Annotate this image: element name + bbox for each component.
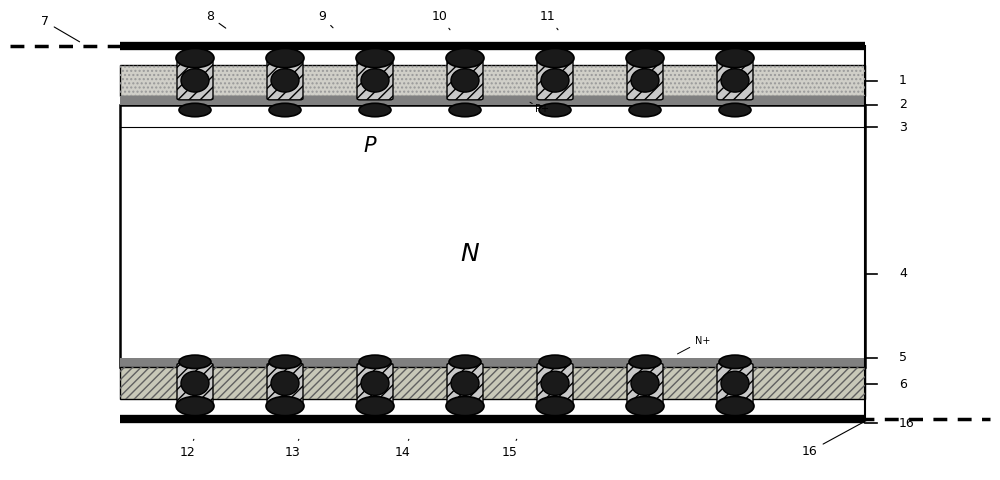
- Ellipse shape: [181, 69, 209, 92]
- Text: 11: 11: [540, 10, 558, 30]
- Bar: [120, 367, 865, 399]
- Ellipse shape: [451, 69, 479, 92]
- Ellipse shape: [719, 355, 751, 369]
- Ellipse shape: [716, 396, 754, 416]
- Text: 6: 6: [899, 377, 907, 391]
- Text: 16: 16: [899, 417, 915, 430]
- Bar: [120, 65, 865, 96]
- Ellipse shape: [631, 69, 659, 92]
- Ellipse shape: [179, 355, 211, 369]
- Text: 2: 2: [899, 98, 907, 111]
- Ellipse shape: [271, 69, 299, 92]
- Ellipse shape: [629, 103, 661, 117]
- Ellipse shape: [626, 48, 664, 68]
- FancyBboxPatch shape: [357, 61, 393, 100]
- Text: 5: 5: [899, 351, 907, 364]
- FancyBboxPatch shape: [537, 61, 573, 100]
- Ellipse shape: [266, 48, 304, 68]
- Bar: [120, 358, 865, 367]
- Ellipse shape: [359, 103, 391, 117]
- Ellipse shape: [541, 69, 569, 92]
- Ellipse shape: [361, 69, 389, 92]
- FancyBboxPatch shape: [267, 363, 303, 403]
- FancyBboxPatch shape: [627, 363, 663, 403]
- Text: 15: 15: [502, 439, 518, 459]
- Ellipse shape: [716, 48, 754, 68]
- Ellipse shape: [451, 371, 479, 396]
- Ellipse shape: [356, 396, 394, 416]
- Text: N: N: [461, 242, 479, 266]
- Ellipse shape: [629, 355, 661, 369]
- Bar: [120, 367, 865, 399]
- Text: 10: 10: [432, 10, 450, 30]
- Ellipse shape: [179, 103, 211, 117]
- Ellipse shape: [176, 396, 214, 416]
- FancyBboxPatch shape: [177, 363, 213, 403]
- Ellipse shape: [359, 355, 391, 369]
- Ellipse shape: [271, 371, 299, 396]
- Text: 12: 12: [180, 439, 196, 459]
- Ellipse shape: [536, 396, 574, 416]
- Text: N+: N+: [677, 336, 710, 354]
- Ellipse shape: [539, 355, 571, 369]
- Ellipse shape: [449, 355, 481, 369]
- Ellipse shape: [361, 371, 389, 396]
- Bar: [120, 65, 865, 96]
- Ellipse shape: [626, 396, 664, 416]
- Text: 13: 13: [285, 439, 301, 459]
- Ellipse shape: [269, 103, 301, 117]
- Bar: [120, 96, 865, 105]
- Ellipse shape: [631, 371, 659, 396]
- FancyBboxPatch shape: [357, 363, 393, 403]
- FancyBboxPatch shape: [177, 61, 213, 100]
- Ellipse shape: [446, 48, 484, 68]
- Text: P+: P+: [530, 102, 549, 114]
- Ellipse shape: [541, 371, 569, 396]
- Ellipse shape: [721, 69, 749, 92]
- Text: P: P: [364, 136, 376, 156]
- FancyBboxPatch shape: [627, 61, 663, 100]
- Ellipse shape: [721, 371, 749, 396]
- FancyBboxPatch shape: [447, 61, 483, 100]
- Text: 3: 3: [899, 120, 907, 134]
- Text: 7: 7: [41, 15, 80, 42]
- Bar: [120, 105, 865, 367]
- FancyBboxPatch shape: [267, 61, 303, 100]
- Ellipse shape: [266, 396, 304, 416]
- Ellipse shape: [539, 103, 571, 117]
- Text: 16: 16: [802, 420, 868, 458]
- Ellipse shape: [176, 48, 214, 68]
- Ellipse shape: [449, 103, 481, 117]
- Text: 9: 9: [318, 10, 333, 28]
- Ellipse shape: [181, 371, 209, 396]
- Text: 14: 14: [395, 439, 411, 459]
- Ellipse shape: [356, 48, 394, 68]
- Ellipse shape: [536, 48, 574, 68]
- Text: 8: 8: [206, 10, 226, 28]
- Ellipse shape: [269, 355, 301, 369]
- FancyBboxPatch shape: [447, 363, 483, 403]
- FancyBboxPatch shape: [537, 363, 573, 403]
- Ellipse shape: [446, 396, 484, 416]
- FancyBboxPatch shape: [717, 61, 753, 100]
- Ellipse shape: [719, 103, 751, 117]
- Text: 1: 1: [899, 74, 907, 87]
- Text: 4: 4: [899, 267, 907, 280]
- FancyBboxPatch shape: [717, 363, 753, 403]
